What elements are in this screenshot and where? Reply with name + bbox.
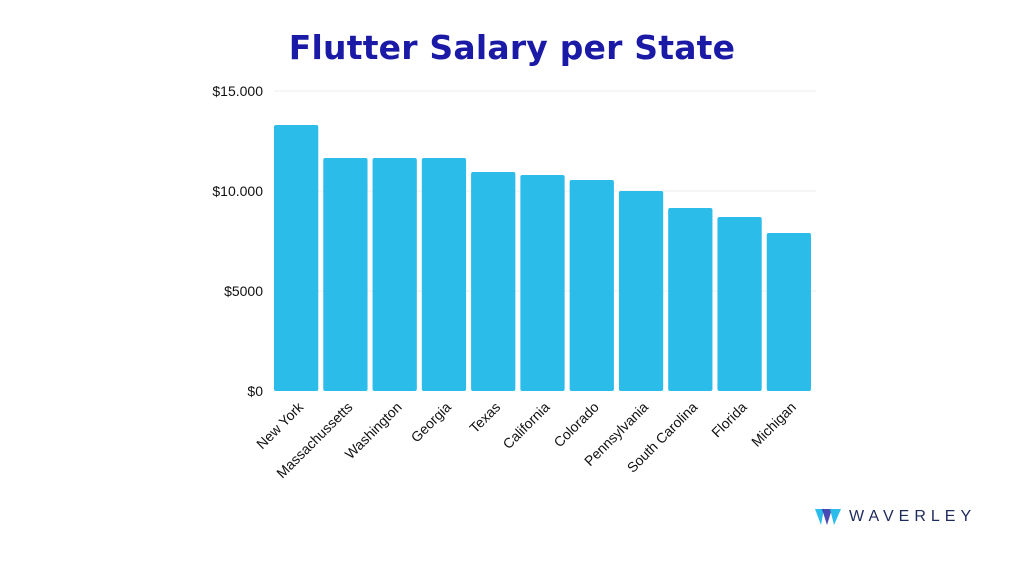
bar [274, 125, 319, 391]
waverley-logo-icon [815, 509, 841, 525]
bar [421, 158, 467, 391]
bar [668, 208, 713, 391]
y-tick-label: $15.000 [212, 83, 263, 99]
bar [766, 233, 811, 391]
waverley-logo: WAVERLEY [815, 505, 976, 529]
bar [717, 217, 762, 391]
brand-name: WAVERLEY [849, 508, 977, 525]
x-tick-label: Michigan [748, 399, 799, 450]
x-tick-label: Texas [466, 399, 503, 436]
y-tick-label: $5000 [224, 283, 263, 299]
y-tick-label: $10.000 [212, 183, 263, 199]
y-tick-label: $0 [247, 383, 263, 399]
bar [372, 158, 417, 391]
x-tick-label: Colorado [550, 399, 602, 451]
bar [471, 172, 516, 391]
x-tick-label: Florida [708, 399, 750, 441]
chart-title: Flutter Salary per State [288, 28, 736, 67]
x-tick-label: California [499, 399, 552, 452]
bar [520, 175, 565, 391]
x-tick-label: Georgia [408, 399, 455, 446]
bar [323, 158, 368, 391]
bars [274, 125, 811, 391]
y-axis-tick-labels: $0 $5000 $10.000 $15.000 [212, 83, 263, 399]
bar [569, 180, 614, 391]
bar [618, 191, 664, 391]
